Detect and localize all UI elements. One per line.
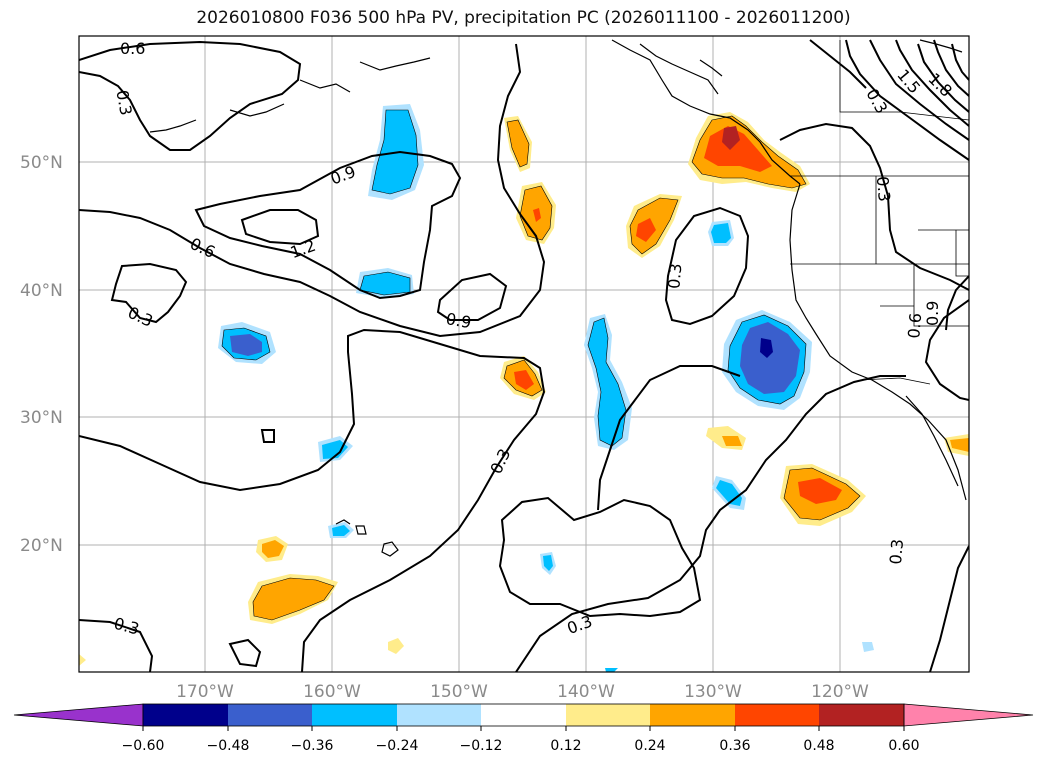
lon-label: 170°W (176, 682, 234, 702)
colorbar-tick-label: −0.12 (460, 738, 503, 754)
colorbar-segment (397, 704, 481, 726)
lon-label: 160°W (303, 682, 361, 702)
lat-label: 20°N (20, 536, 63, 556)
contour-label: 0.3 (112, 89, 135, 117)
colorbar-tick-label: −0.24 (376, 738, 419, 754)
contour-label: 0.3 (664, 263, 685, 290)
colorbar-tick-label: 0.60 (888, 738, 919, 754)
contour-label: 0.9 (444, 309, 472, 332)
colorbar-tick-label: 0.12 (550, 738, 581, 754)
contour-label: 0.9 (923, 301, 942, 326)
political-borders (790, 40, 969, 385)
longitude-labels: 170°W 160°W 150°W 140°W 130°W 120°W (176, 682, 869, 702)
lat-label: 40°N (20, 281, 63, 301)
colorbar-segment (735, 704, 819, 726)
latitude-labels: 50°N 40°N 30°N 20°N (20, 153, 63, 556)
contour-label: 0.3 (886, 538, 907, 565)
colorbar-segment (143, 704, 228, 726)
colorbar-extend-high (903, 703, 1034, 727)
colorbar-segment (481, 704, 566, 726)
precip-positive-areas (79, 112, 969, 666)
lon-label: 130°W (684, 682, 742, 702)
colorbar-segment (819, 704, 904, 726)
colorbar-tick-label: 0.24 (634, 738, 665, 754)
contour-label: 0.3 (873, 175, 894, 202)
colorbar-tick-label: −0.48 (207, 738, 250, 754)
colorbar: −0.60 −0.48 −0.36 −0.24 −0.12 0.12 0.24 … (13, 703, 1034, 754)
map-title: 2026010800 F036 500 hPa PV, precipitatio… (196, 8, 851, 28)
contour-label: 0.6 (904, 312, 925, 339)
precip-negative-areas (218, 104, 874, 672)
map-border (78, 35, 970, 673)
colorbar-tick-label: 0.48 (803, 738, 834, 754)
lon-label: 150°W (430, 682, 488, 702)
colorbar-segment (566, 704, 650, 726)
coastlines (149, 39, 967, 557)
colorbar-extend-low (13, 703, 144, 727)
colorbar-tick-label: −0.60 (122, 738, 165, 754)
lon-label: 120°W (811, 682, 869, 702)
precip-outlines (221, 109, 861, 621)
contour-label: 0.6 (120, 39, 145, 58)
colorbar-frame (142, 703, 905, 727)
pv-contours (79, 39, 969, 672)
colorbar-ticks (142, 726, 905, 731)
colorbar-tick-label: −0.36 (291, 738, 334, 754)
lon-label: 140°W (557, 682, 615, 702)
lat-label: 30°N (20, 408, 63, 428)
colorbar-tick-label: 0.36 (719, 738, 750, 754)
colorbar-segment (650, 704, 735, 726)
lat-label: 50°N (20, 153, 63, 173)
colorbar-segment (312, 704, 397, 726)
colorbar-segment (228, 704, 312, 726)
